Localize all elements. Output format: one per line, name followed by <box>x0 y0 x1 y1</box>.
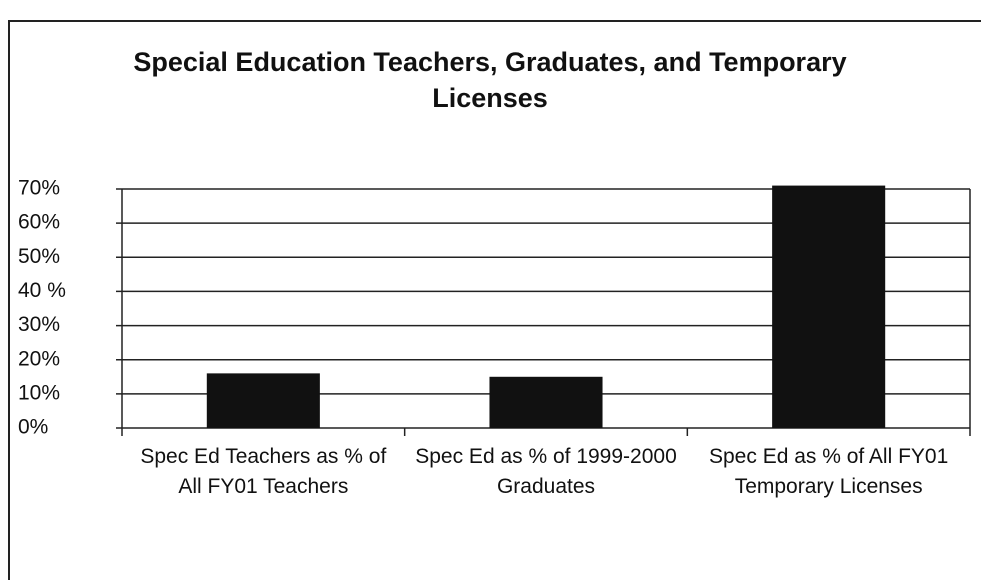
y-tick-label: 20% <box>18 347 60 370</box>
y-tick-label: 60% <box>18 211 60 234</box>
bar <box>489 376 603 428</box>
y-tick-label: 70% <box>18 177 60 200</box>
y-tick-label: 50% <box>18 245 60 268</box>
x-tick-label: Spec Ed as % of 1999-2000 Graduates <box>415 445 677 498</box>
y-tick-label: 30% <box>18 313 60 336</box>
y-tick-label: 0% <box>18 416 48 439</box>
x-tick-label: Spec Ed as % of All FY01 Temporary Licen… <box>709 445 949 498</box>
chart-title: Special Education Teachers, Graduates, a… <box>133 47 847 113</box>
x-tick-label: Spec Ed Teachers as % of All FY01 Teache… <box>140 445 387 498</box>
bar <box>772 185 886 428</box>
y-tick-label: 10% <box>18 381 60 404</box>
chart-frame <box>8 20 981 580</box>
y-tick-label: 40 % <box>18 279 66 302</box>
bar <box>206 373 320 428</box>
